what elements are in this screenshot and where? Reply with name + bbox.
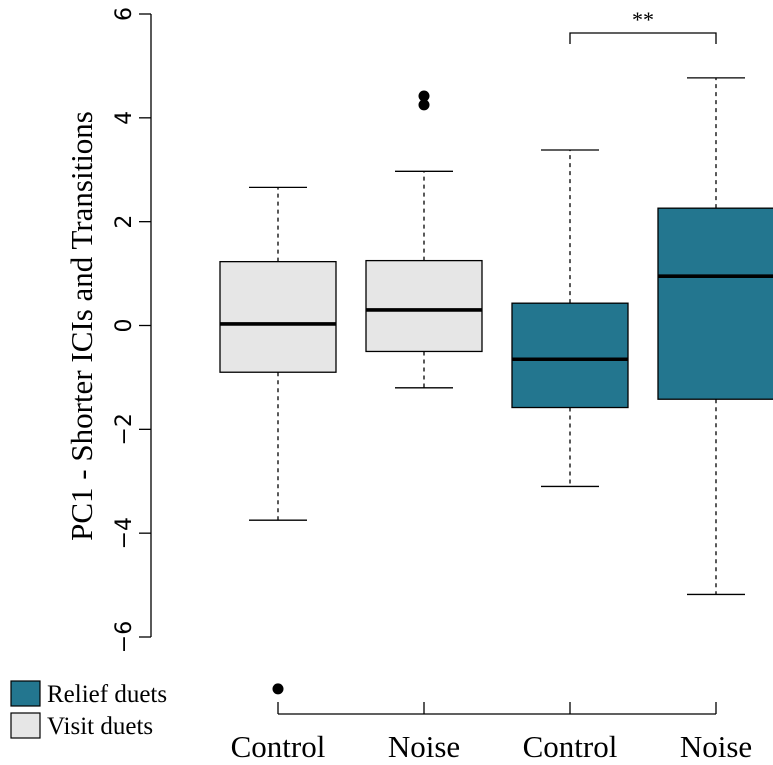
box-iqr: [657, 207, 773, 400]
legend-label: Visit duets: [47, 713, 153, 740]
y-tick-label: 6: [112, 7, 137, 21]
outlier-point: [272, 683, 284, 695]
box-iqr: [365, 259, 483, 353]
x-axis: Control Noise Control Noise: [231, 702, 752, 764]
outlier-point: [418, 90, 430, 102]
significance-bracket: **: [569, 7, 717, 44]
x-tick-label: Control: [523, 729, 618, 764]
box-0: [219, 186, 337, 695]
y-tick-label: −4: [112, 517, 137, 549]
legend-swatch: [10, 680, 41, 707]
legend: Relief duets Visit duets: [10, 680, 167, 740]
x-tick-label: Noise: [680, 729, 752, 764]
x-tick-label: Control: [231, 729, 326, 764]
y-axis-label: PC1 - Shorter ICIs and Transitions: [64, 111, 99, 541]
boxes: [219, 77, 773, 695]
box-iqr: [511, 302, 629, 409]
box-iqr: [219, 260, 337, 373]
legend-swatch: [10, 712, 41, 739]
significance-label: **: [632, 7, 654, 32]
box-2: [511, 149, 629, 488]
y-tick-label: −2: [112, 413, 137, 445]
box-1: [365, 90, 483, 389]
y-tick-label: 0: [112, 319, 137, 333]
box-3: [657, 77, 773, 596]
y-tick-label: 2: [112, 215, 137, 229]
y-axis: −6 −4 −2 0 2 4 6: [112, 7, 152, 653]
bracket-line: [569, 32, 717, 44]
y-tick-label: 4: [112, 111, 137, 125]
outlier-point: [418, 99, 430, 111]
y-tick-label: −6: [112, 621, 137, 653]
x-tick-label: Noise: [388, 729, 460, 764]
legend-label: Relief duets: [47, 681, 167, 708]
